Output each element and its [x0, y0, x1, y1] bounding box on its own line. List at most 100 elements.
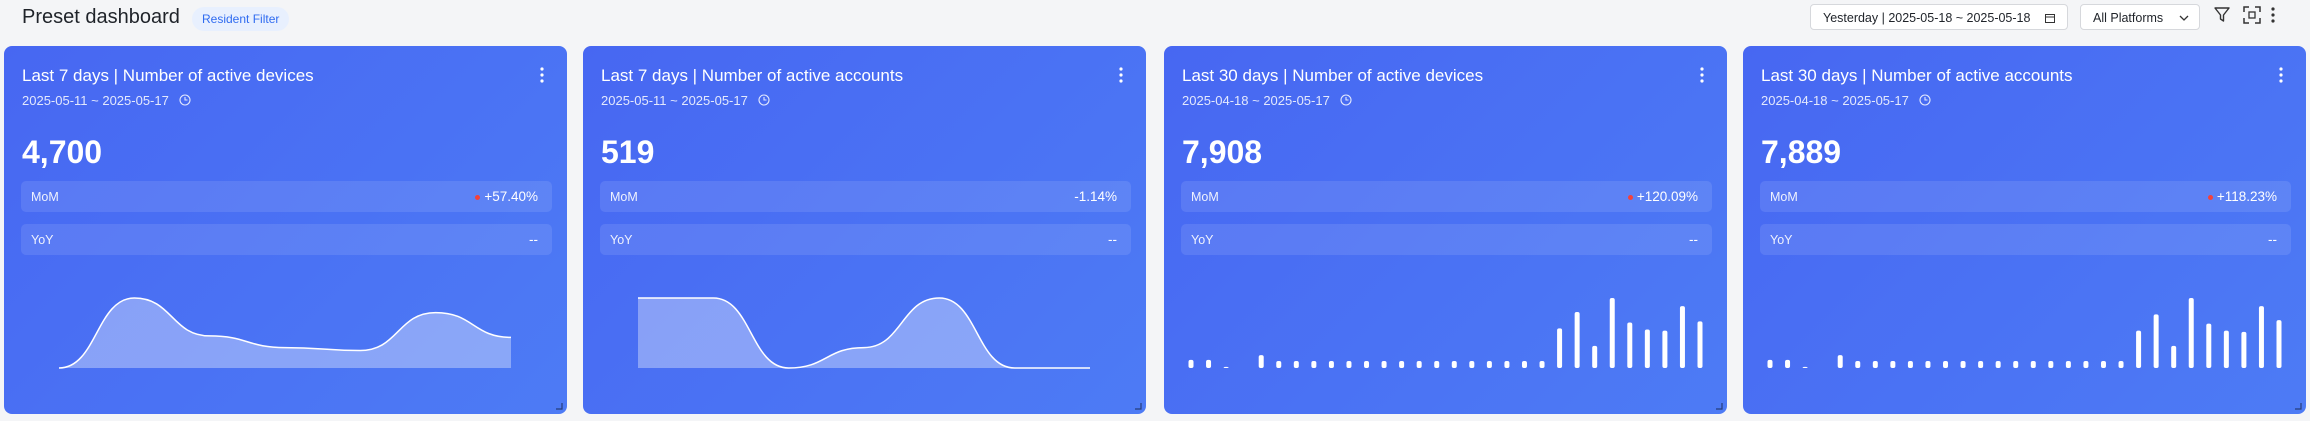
fullscreen-icon[interactable]: [2242, 5, 2262, 25]
bar: [1276, 361, 1282, 368]
bar: [1258, 355, 1264, 368]
resize-handle: [1716, 403, 1723, 410]
bar: [1855, 361, 1861, 368]
bar: [1592, 345, 1598, 368]
card-menu[interactable]: [2278, 66, 2284, 84]
bar: [1785, 359, 1791, 368]
sparkline: [638, 297, 1090, 369]
bar: [2065, 361, 2071, 368]
resize-handle: [556, 403, 563, 410]
date-range: 2025-05-11 ~ 2025-05-17: [22, 93, 169, 108]
bar: [2136, 330, 2142, 368]
more-icon[interactable]: [2268, 5, 2278, 25]
card-title: Last 7 days | Number of active accounts: [601, 66, 904, 85]
yoy-row: YoY --: [21, 224, 552, 255]
date-range: Yesterday | 2025-05-18 ~ 2025-05-18: [1823, 11, 2031, 25]
bar: [2118, 361, 2124, 368]
up-dot: [1627, 194, 1633, 200]
bar: [2188, 298, 2194, 368]
resize-mark: [1135, 403, 1142, 410]
bar: [1890, 361, 1896, 368]
menu-dot: [2279, 73, 2283, 77]
bar: [1872, 361, 1878, 368]
up-dot: [2207, 194, 2213, 200]
mom-value-wrap: -1.14%: [1074, 189, 1117, 204]
metric-value: 519: [601, 134, 655, 170]
menu-dot: [1700, 67, 1704, 71]
card-title: Last 30 days | Number of active accounts: [1761, 66, 2073, 85]
bar: [1504, 361, 1510, 368]
card-date: 2025-05-11 ~ 2025-05-17: [22, 93, 191, 108]
yoy-value: --: [529, 232, 538, 247]
bar: [2013, 361, 2019, 368]
metric-card: Last 30 days | Number of active devices 2…: [1164, 46, 1727, 414]
menu-dot: [540, 79, 544, 83]
menu-dot: [1700, 73, 1704, 77]
bar: [1381, 361, 1387, 368]
yoy-row: YoY --: [600, 224, 1131, 255]
platform: All Platforms: [2093, 11, 2164, 25]
clock-icon: [1919, 94, 1931, 106]
bar: [1925, 361, 1931, 368]
area-fill: [59, 298, 511, 368]
menu-dot: [1700, 79, 1704, 83]
card-menu[interactable]: [1699, 66, 1705, 84]
card-date: 2025-04-18 ~ 2025-05-17: [1182, 93, 1352, 108]
bar: [1206, 359, 1212, 368]
platform-select[interactable]: All Platforms: [2080, 4, 2200, 30]
mom-row: MoM -1.14%: [600, 181, 1131, 212]
resize-handle: [2295, 403, 2302, 410]
metric-card: Last 7 days | Number of active devices 20…: [4, 46, 567, 414]
bar: [2223, 330, 2229, 368]
bar: [1662, 330, 1668, 368]
bar: [1679, 306, 1685, 368]
bar: [1995, 361, 2001, 368]
bar: [2206, 323, 2212, 368]
metric-value: 4,700: [22, 134, 103, 170]
clock-face: [1919, 94, 1931, 106]
clock-icon: [179, 94, 191, 106]
resident-filter[interactable]: Resident Filter: [192, 7, 290, 31]
bar: [2030, 361, 2036, 368]
clock-hands: [184, 97, 188, 101]
mom-label: MoM: [1770, 190, 1798, 204]
mom-label: MoM: [1191, 190, 1219, 204]
mom-label: MoM: [31, 190, 59, 204]
date-range: 2025-04-18 ~ 2025-05-17: [1182, 93, 1330, 108]
mom-row: MoM +57.40%: [21, 181, 552, 212]
metric-value: 7,889: [1761, 134, 1842, 170]
mom-value-wrap: +120.09%: [1627, 189, 1698, 204]
mom-value: +120.09%: [1636, 189, 1698, 204]
yoy-row: YoY --: [1181, 224, 1712, 255]
bar: [1609, 298, 1615, 368]
filter-icon[interactable]: [2212, 5, 2232, 25]
card-menu[interactable]: [539, 66, 545, 84]
sparkline: [1767, 298, 2282, 368]
chevron-icon: [2179, 15, 2189, 21]
card-menu[interactable]: [1118, 66, 1124, 84]
bar: [2083, 361, 2089, 368]
clock-hands: [763, 97, 767, 101]
date-picker[interactable]: Yesterday | 2025-05-18 ~ 2025-05-18: [1810, 4, 2068, 30]
mom-value-wrap: +57.40%: [475, 189, 538, 204]
area-line: [58, 297, 512, 369]
bar: [1943, 361, 1949, 368]
page-title: Preset dashboard: [22, 6, 180, 28]
bar: [1311, 361, 1317, 368]
mom-row: MoM +120.09%: [1181, 181, 1712, 212]
clock-hands: [1345, 97, 1349, 101]
bar: [2258, 306, 2264, 368]
bar: [2100, 361, 2106, 368]
card-title: Last 7 days | Number of active devices: [22, 66, 314, 85]
mom-value: +118.23%: [2216, 189, 2277, 204]
sparkline: [1188, 298, 1703, 368]
metric-card: Last 30 days | Number of active accounts…: [1743, 46, 2306, 414]
bar: [1837, 355, 1843, 368]
menu-dot: [1119, 79, 1123, 83]
clock-hands: [1924, 97, 1928, 101]
bar: [1416, 361, 1422, 368]
bar: [1188, 359, 1194, 368]
yoy-value: --: [1108, 232, 1117, 247]
bar: [1469, 361, 1475, 368]
clock-icon: [758, 94, 770, 106]
